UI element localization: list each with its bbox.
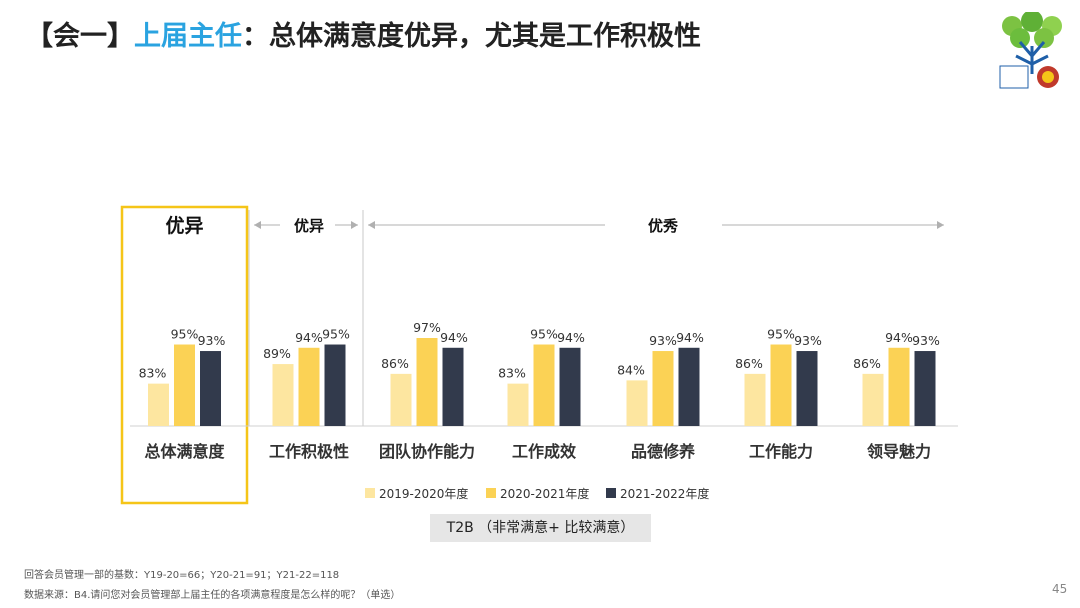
value-label-1-2: 95% bbox=[322, 327, 350, 342]
value-labels-layer: 83%95% 93%89%94% 95%86%97%94%83%95% 94%84%9… bbox=[139, 320, 940, 381]
value-label-3-2: 94% bbox=[557, 330, 585, 345]
legend-swatch-2 bbox=[606, 488, 616, 498]
value-label-2-0: 86% bbox=[381, 356, 409, 371]
value-label-5-0: 86% bbox=[735, 356, 763, 371]
bar-0-1 bbox=[174, 344, 195, 426]
value-label-0-2: 93% bbox=[198, 333, 226, 348]
category-label-2: 团队协作能力 bbox=[379, 442, 475, 461]
bar-1-0 bbox=[272, 364, 294, 426]
bar-5-0 bbox=[744, 373, 766, 426]
bar-4-0 bbox=[626, 380, 648, 426]
highlight-box bbox=[120, 205, 249, 505]
category-label-1: 工作积极性 bbox=[269, 442, 349, 461]
footnote-source: 数据来源：B4.请问您对会员管理部上届主任的各项满意程度是怎么样的呢？（单选） bbox=[24, 590, 401, 601]
bar-1-1 bbox=[298, 347, 320, 426]
tier-arrowhead-small-right bbox=[351, 221, 358, 229]
bar-6-0 bbox=[862, 373, 884, 426]
tier-label-outstanding: 优秀 bbox=[648, 217, 679, 235]
title-rest: ：总体满意度优异，尤其是工作积极性 bbox=[242, 21, 701, 52]
value-label-6-2: 93% bbox=[912, 333, 940, 348]
tree-logo-icon bbox=[999, 12, 1062, 89]
measure-label: T2B （非常满意+ 比较满意） bbox=[430, 514, 651, 542]
value-label-0-0: 83% bbox=[139, 366, 167, 381]
footnote-base: 回答会员管理一部的基数：Y19-20=66；Y20-21=91；Y21-22=1… bbox=[24, 570, 340, 581]
bar-0-0 bbox=[148, 383, 169, 426]
bar-3-1 bbox=[533, 344, 555, 426]
category-label-0: 总体满意度 bbox=[144, 442, 225, 461]
bar-2-1 bbox=[416, 338, 438, 426]
category-label-6: 领导魅力 bbox=[867, 442, 931, 461]
value-label-5-2: 93% bbox=[794, 333, 822, 348]
category-label-5: 工作能力 bbox=[749, 442, 813, 461]
tier-label-excellent: 优异 bbox=[165, 214, 203, 237]
value-label-5-1: 95% bbox=[767, 327, 795, 342]
value-label-1-0: 89% bbox=[263, 346, 291, 361]
page-number: 45 bbox=[1052, 582, 1068, 596]
tier-label-excellent-small: 优异 bbox=[294, 217, 324, 235]
legend-label-2: 2021-2022年度 bbox=[620, 486, 709, 501]
bar-5-2 bbox=[796, 351, 818, 426]
bar-4-2 bbox=[678, 347, 700, 426]
title-accent: 上届主任 bbox=[134, 21, 242, 52]
bars-layer bbox=[148, 338, 936, 426]
category-labels-layer: 总体满意度 工作积极性 团队协作能力 工作成效 品德修养 工作能力 领导魅力 bbox=[144, 442, 931, 461]
legend-label-1: 2020-2021年度 bbox=[500, 486, 589, 501]
category-label-4: 品德修养 bbox=[631, 442, 696, 461]
tier-arrowhead-outstanding-right bbox=[937, 221, 944, 229]
value-label-4-1: 93% bbox=[649, 333, 677, 348]
bar-6-1 bbox=[888, 347, 910, 426]
bar-5-1 bbox=[770, 344, 792, 426]
legend-swatch-0 bbox=[365, 488, 375, 498]
value-label-3-1: 95% bbox=[530, 327, 558, 342]
bar-6-2 bbox=[914, 351, 936, 426]
value-label-3-0: 83% bbox=[498, 366, 526, 381]
tier-arrowhead-small-left bbox=[254, 221, 261, 229]
page-title: 【会一】上届主任：总体满意度优异，尤其是工作积极性 bbox=[26, 14, 701, 53]
legend-swatch-1 bbox=[486, 488, 496, 498]
title-prefix: 【会一】 bbox=[26, 21, 134, 52]
value-label-1-1: 94% bbox=[295, 330, 323, 345]
tier-arrowhead-outstanding-left bbox=[368, 221, 375, 229]
bar-2-0 bbox=[390, 373, 412, 426]
bar-2-2 bbox=[442, 347, 464, 426]
value-label-0-1: 95% bbox=[171, 327, 199, 342]
bar-1-2 bbox=[324, 344, 346, 426]
value-label-2-2: 94% bbox=[440, 330, 468, 345]
legend: 2019-2020年度 2020-2021年度 2021-2022年度 bbox=[365, 486, 709, 501]
category-label-3: 工作成效 bbox=[512, 442, 576, 461]
bar-0-2 bbox=[200, 351, 221, 426]
value-label-4-2: 94% bbox=[676, 330, 704, 345]
value-label-2-1: 97% bbox=[413, 320, 441, 335]
bar-3-2 bbox=[559, 347, 581, 426]
value-label-6-0: 86% bbox=[853, 356, 881, 371]
value-label-6-1: 94% bbox=[885, 330, 913, 345]
legend-label-0: 2019-2020年度 bbox=[379, 486, 468, 501]
bar-3-0 bbox=[507, 383, 529, 426]
bar-4-1 bbox=[652, 351, 674, 426]
value-label-4-0: 84% bbox=[617, 362, 645, 377]
